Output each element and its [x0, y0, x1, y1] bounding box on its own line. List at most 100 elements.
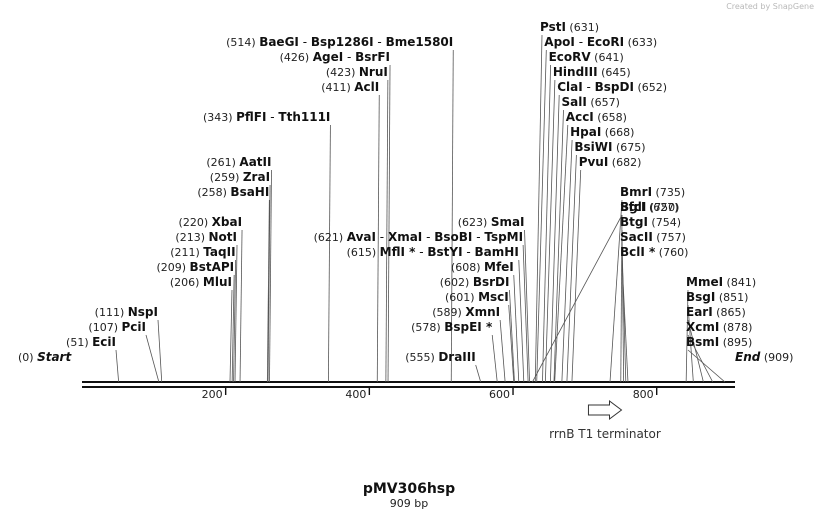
site-leader-line — [508, 304, 515, 383]
site-label[interactable]: (589) XmnI — [432, 305, 500, 319]
site-label[interactable]: BsgI (851) — [686, 290, 748, 304]
site-label[interactable]: AccI (658) — [566, 110, 627, 124]
site-label[interactable]: (514) BaeGI - Bsp1286I - Bme1580I — [226, 35, 453, 49]
site-label[interactable]: (555) DraIII — [405, 350, 475, 364]
site-position: (633) — [624, 36, 657, 49]
site-position: (555) — [405, 351, 438, 364]
site-label[interactable]: (213) NotI — [175, 230, 237, 244]
site-label[interactable]: (51) EciI — [66, 335, 116, 349]
site-label[interactable]: SacII (757) — [620, 230, 686, 244]
site-name: EcoRV — [549, 50, 592, 64]
site-label[interactable]: EarI (865) — [686, 305, 746, 319]
site-label[interactable]: (426) AgeI - BsrFI — [280, 50, 390, 64]
site-label[interactable]: (261) AatII — [206, 155, 271, 169]
site-name: BsrFI — [355, 50, 390, 64]
site-label[interactable]: (258) BsaHI — [197, 185, 269, 199]
site-name: BsiWI — [574, 140, 612, 154]
site-position: (878) — [719, 321, 752, 334]
site-separator: - — [463, 245, 475, 259]
site-label[interactable]: (343) PflFI - Tth111I — [203, 110, 330, 124]
site-label[interactable]: BmrI (735) — [620, 185, 685, 199]
site-position: (760) — [655, 246, 688, 259]
ruler-tick-label: 600 — [489, 388, 510, 401]
site-label[interactable]: HpaI (668) — [570, 125, 634, 139]
site-position: (343) — [203, 111, 236, 124]
site-label[interactable]: PvuI (682) — [579, 155, 642, 169]
site-label[interactable]: (209) BstAPI — [156, 260, 234, 274]
site-position: (627) — [645, 201, 678, 214]
site-label[interactable]: EcoRV (641) — [549, 50, 624, 64]
site-name: ApoI — [544, 35, 575, 49]
site-label[interactable]: BsiWI (675) — [574, 140, 645, 154]
site-name: AvaI — [347, 230, 376, 244]
site-name: MflI * — [380, 245, 416, 259]
site-name: MscI — [478, 290, 509, 304]
site-leader-line — [571, 169, 582, 383]
site-label[interactable]: BclI * (760) — [620, 245, 688, 259]
site-label[interactable]: ApoI - EcoRI (633) — [544, 35, 657, 49]
site-name: XmaI — [388, 230, 422, 244]
terminator-feature-arrow[interactable] — [587, 400, 623, 420]
site-name: XmnI — [465, 305, 500, 319]
site-label[interactable]: XcmI (878) — [686, 320, 752, 334]
site-position: (261) — [206, 156, 239, 169]
site-label[interactable]: (211) TaqII — [170, 245, 235, 259]
site-label[interactable]: ClaI - BspDI (652) — [557, 80, 667, 94]
site-label[interactable]: MmeI (841) — [686, 275, 756, 289]
site-name: BstYI — [427, 245, 462, 259]
site-leader-line — [554, 124, 569, 383]
site-label[interactable]: (608) MfeI — [451, 260, 514, 274]
site-name: EarI — [686, 305, 713, 319]
site-label[interactable]: (623) SmaI — [458, 215, 525, 229]
site-label[interactable]: (259) ZraI — [210, 170, 270, 184]
site-name: BsrDI — [473, 275, 510, 289]
feature-label: rrnB T1 terminator — [549, 427, 661, 441]
site-label[interactable]: (615) MflI * - BstYI - BamHI — [347, 245, 519, 259]
site-name: BspEI * — [444, 320, 493, 334]
site-label[interactable]: SfcI (627) — [620, 200, 679, 214]
site-position: (615) — [347, 246, 380, 259]
site-name: MmeI — [686, 275, 723, 289]
site-separator: - — [376, 230, 388, 244]
site-label[interactable]: (578) BspEI * — [411, 320, 493, 334]
site-label[interactable]: (602) BsrDI — [440, 275, 510, 289]
site-position: (423) — [326, 66, 359, 79]
site-leader-line — [561, 139, 573, 383]
site-label[interactable]: (111) NspI — [95, 305, 158, 319]
site-label[interactable]: (411) AclI — [321, 80, 379, 94]
site-leader-line — [536, 49, 547, 383]
site-name: TaqII — [203, 245, 235, 259]
site-position: (841) — [723, 276, 756, 289]
site-name: SacII — [620, 230, 653, 244]
site-name: HindIII — [553, 65, 598, 79]
site-name: AgeI — [313, 50, 343, 64]
site-separator: - — [343, 50, 355, 64]
site-label[interactable]: BsmI (895) — [686, 335, 752, 349]
site-position: (0) — [18, 351, 37, 364]
site-label[interactable]: (107) PciI — [88, 320, 146, 334]
site-label[interactable]: PstI (631) — [540, 20, 599, 34]
site-label[interactable]: BtgI (754) — [620, 215, 681, 229]
site-position: (757) — [653, 231, 686, 244]
site-label[interactable]: (621) AvaI - XmaI - BsoBI - TspMI — [314, 230, 523, 244]
site-label[interactable]: End (909) — [735, 350, 793, 364]
site-name: BsaHI — [230, 185, 269, 199]
site-label[interactable]: (206) MluI — [170, 275, 232, 289]
site-position: (602) — [440, 276, 473, 289]
site-separator: - — [299, 35, 311, 49]
site-label[interactable]: HindIII (645) — [553, 65, 631, 79]
site-position: (426) — [280, 51, 313, 64]
site-name: XbaI — [212, 215, 242, 229]
site-label[interactable]: (423) NruI — [326, 65, 388, 79]
site-position: (258) — [197, 186, 230, 199]
site-label[interactable]: (220) XbaI — [179, 215, 242, 229]
site-label[interactable]: (601) MscI — [445, 290, 509, 304]
site-leader-line — [524, 229, 530, 383]
site-label[interactable]: BglI (750) — [620, 200, 679, 214]
site-position: (211) — [170, 246, 203, 259]
site-leader-line — [328, 124, 331, 383]
site-label[interactable]: SalI (657) — [562, 95, 620, 109]
site-leader-line — [687, 334, 714, 383]
site-label[interactable]: (0) Start — [18, 350, 72, 364]
